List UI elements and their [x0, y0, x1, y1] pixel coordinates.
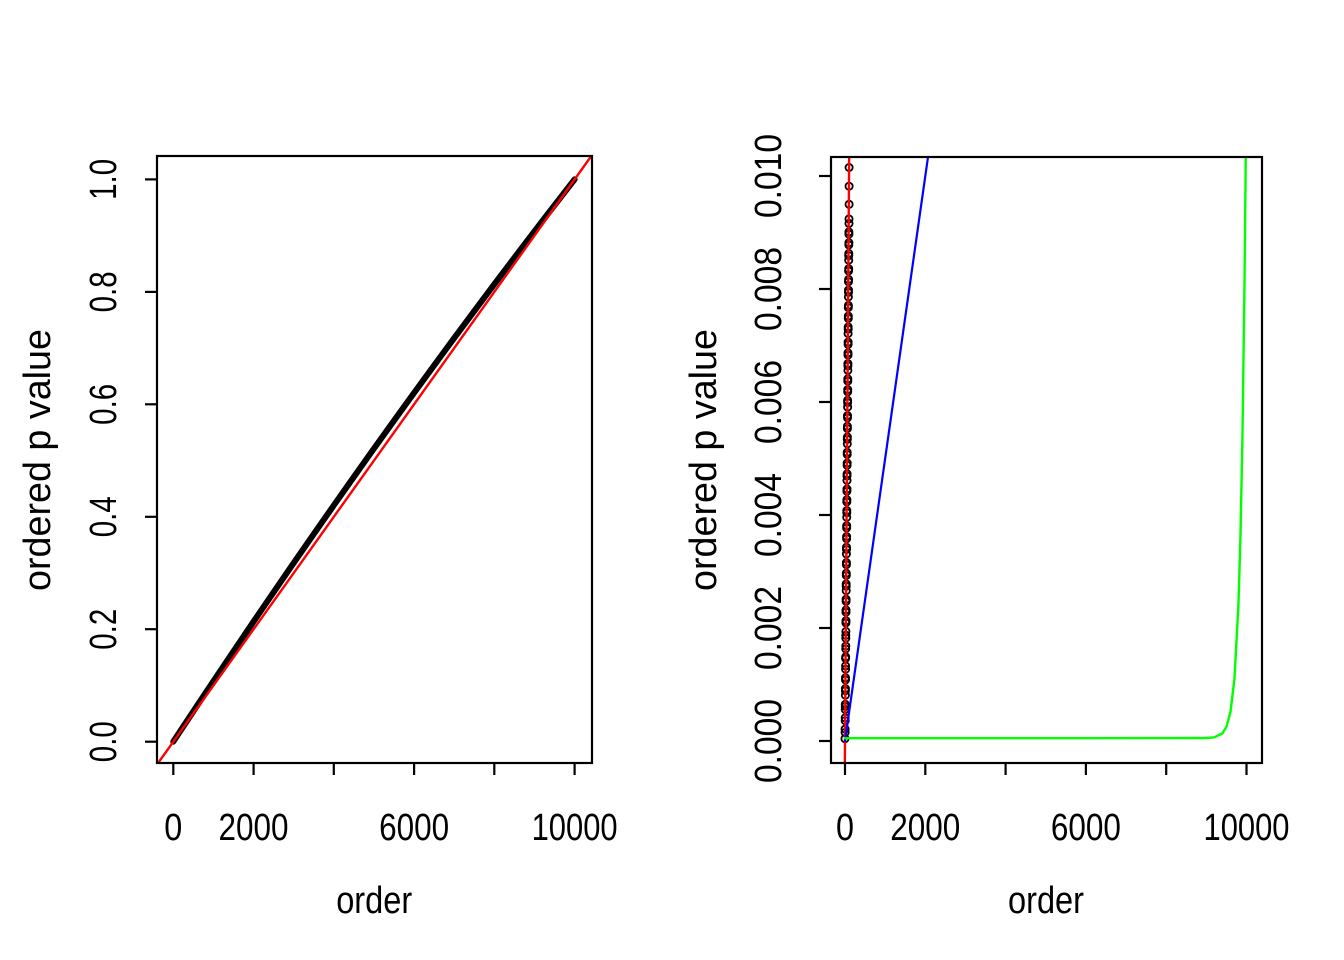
- uniform-reference-line: [843, 157, 851, 763]
- y-axis-title: ordered p value: [17, 329, 59, 591]
- y-tick-label: 0.010: [748, 134, 790, 218]
- uniform-reference-line: [157, 156, 592, 763]
- left-plot-series: [157, 156, 592, 763]
- x-tick-label: 6000: [1051, 807, 1121, 849]
- x-tick-label: 0: [836, 807, 854, 849]
- alternative-expectation-curve: [843, 157, 1247, 740]
- x-tick-label: 6000: [379, 807, 449, 849]
- y-tick-label: 1.0: [83, 159, 125, 200]
- y-tick-label: 0.004: [748, 473, 790, 557]
- plot-frame: [155, 154, 594, 765]
- y-tick-label: 0.006: [748, 360, 790, 444]
- y-tick-label: 0.8: [83, 271, 125, 312]
- x-tick-label: 2000: [890, 807, 960, 849]
- y-tick-label: 0.2: [83, 609, 125, 650]
- x-tick-label: 10000: [1204, 807, 1290, 849]
- right-plot: 0 2000 6000 10000 0.000 0.002 0.004 0.006 0.008 0…: [683, 134, 1290, 922]
- y-tick-label: 0.000: [748, 699, 790, 783]
- y-tick-label: 0.002: [748, 586, 790, 670]
- y-tick-label: 0.4: [83, 496, 125, 537]
- x-tick-label: 10000: [532, 807, 618, 849]
- ordered-p-values-curve: [170, 176, 578, 745]
- plot-frame: [829, 155, 1264, 765]
- y-tick-label: 0.6: [83, 384, 125, 425]
- x-tick-label: 0: [164, 807, 182, 849]
- y-tick-label: 0.0: [83, 721, 125, 762]
- x-axis-title: order: [336, 880, 412, 922]
- y-axis-title: ordered p value: [683, 329, 725, 591]
- x-tick-label: 2000: [219, 807, 289, 849]
- right-plot-series: [840, 157, 1247, 763]
- y-tick-label: 0.008: [748, 247, 790, 331]
- left-plot: 0 2000 6000 10000 0.0 0.2 0.4 0.6 0.8 1.0 order ord…: [17, 154, 618, 922]
- x-axis-title: order: [1008, 880, 1084, 922]
- bh-threshold-line: [843, 157, 930, 743]
